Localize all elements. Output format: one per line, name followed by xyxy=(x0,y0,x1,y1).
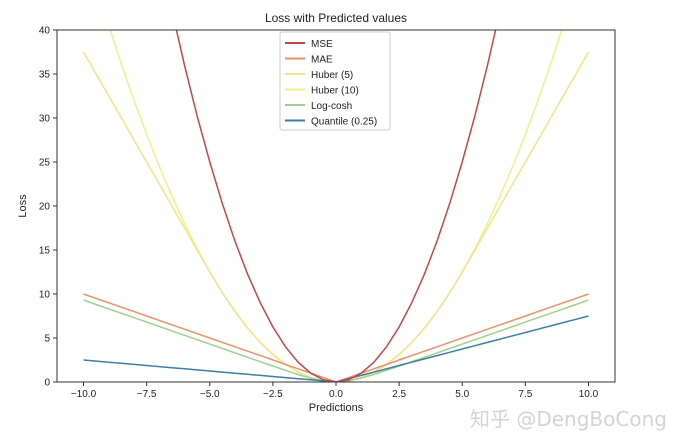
x-axis-label: Predictions xyxy=(309,402,364,414)
x-tick-label: 0.0 xyxy=(329,389,343,400)
x-tick-label: −2.5 xyxy=(263,389,283,400)
legend-label: Huber (10) xyxy=(311,86,359,97)
legend-label: MAE xyxy=(311,55,333,66)
series-line-huber-5 xyxy=(82,51,590,382)
legend-label: MSE xyxy=(311,39,333,50)
watermark: 知乎 @DengBoCong xyxy=(470,407,667,431)
y-tick-label: 25 xyxy=(39,158,51,169)
series-line-huber-10 xyxy=(109,30,563,382)
x-tick-label: −5.0 xyxy=(200,389,220,400)
x-tick-label: 10.0 xyxy=(579,389,599,400)
y-tick-label: 0 xyxy=(44,378,50,389)
y-tick-label: 5 xyxy=(44,334,50,345)
chart-title: Loss with Predicted values xyxy=(265,11,407,25)
series-line-log-cosh xyxy=(83,299,589,382)
x-tick-label: 2.5 xyxy=(392,389,406,400)
y-axis-label: Loss xyxy=(17,194,29,218)
x-tick-label: 5.0 xyxy=(455,389,469,400)
y-tick-label: 40 xyxy=(39,26,51,37)
y-tick-label: 15 xyxy=(39,246,51,257)
legend-box xyxy=(279,31,391,131)
series-line-mae xyxy=(83,293,589,382)
x-tick-label: 7.5 xyxy=(518,389,532,400)
y-tick-label: 20 xyxy=(39,202,51,213)
legend-label: Log-cosh xyxy=(311,101,352,112)
series-line-quantile-0-25 xyxy=(83,315,589,382)
y-tick-label: 30 xyxy=(39,114,51,125)
legend-label: Quantile (0.25) xyxy=(311,117,377,128)
legend-label: Huber (5) xyxy=(311,70,353,81)
x-tick-label: −7.5 xyxy=(137,389,157,400)
x-tick-label: −10.0 xyxy=(71,389,97,400)
y-tick-label: 35 xyxy=(39,70,51,81)
legend: MSE MAE Huber (5) Huber (10) Log-cosh Quantil… xyxy=(279,31,391,131)
y-tick-label: 10 xyxy=(39,290,51,301)
